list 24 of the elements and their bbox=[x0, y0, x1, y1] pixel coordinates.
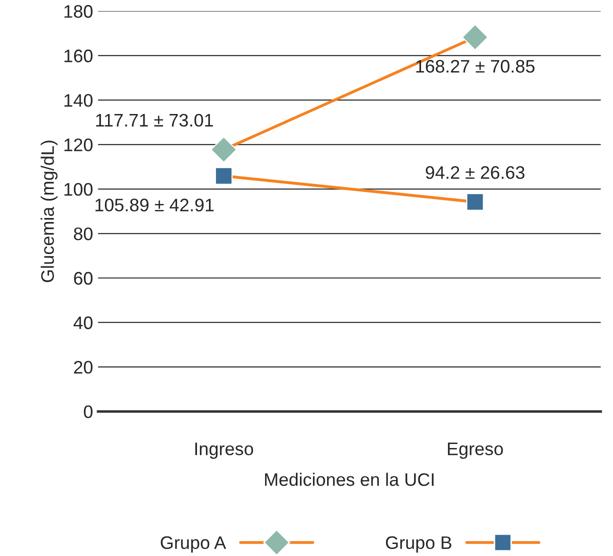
y-axis-title: Glucemia (mg/dL) bbox=[40, 140, 58, 282]
x-axis-title: Mediciones en la UCI bbox=[265, 472, 434, 486]
y-tick-label: 160 bbox=[64, 50, 93, 62]
y-tick-label: 80 bbox=[74, 227, 93, 240]
y-tick-label: 40 bbox=[74, 316, 93, 330]
y-tick-label: 120 bbox=[64, 138, 93, 152]
data-label: 117.71 ± 73.01 bbox=[96, 114, 213, 127]
point bbox=[214, 167, 233, 185]
point bbox=[466, 193, 484, 211]
y-tick-label: 60 bbox=[74, 272, 93, 285]
y-tick-label: 20 bbox=[74, 360, 93, 374]
y-tick-label: 180 bbox=[64, 5, 93, 18]
data-label: 105.89 ± 42.91 bbox=[96, 198, 214, 212]
point bbox=[462, 24, 488, 51]
legend-label: Grupo B bbox=[386, 536, 452, 553]
legend-label: Grupo A bbox=[160, 536, 226, 553]
x-tick-label: Egreso bbox=[448, 442, 503, 459]
data-label: 94.2 ± 26.63 bbox=[426, 166, 524, 179]
x-tick-label: Ingreso bbox=[195, 442, 254, 459]
y-tick-label: 140 bbox=[64, 94, 93, 107]
point bbox=[210, 136, 238, 163]
data-label: 168.27 ± 70.85 bbox=[416, 60, 534, 73]
y-tick-label: 100 bbox=[64, 182, 93, 196]
y-tick-label: 0 bbox=[84, 405, 93, 418]
